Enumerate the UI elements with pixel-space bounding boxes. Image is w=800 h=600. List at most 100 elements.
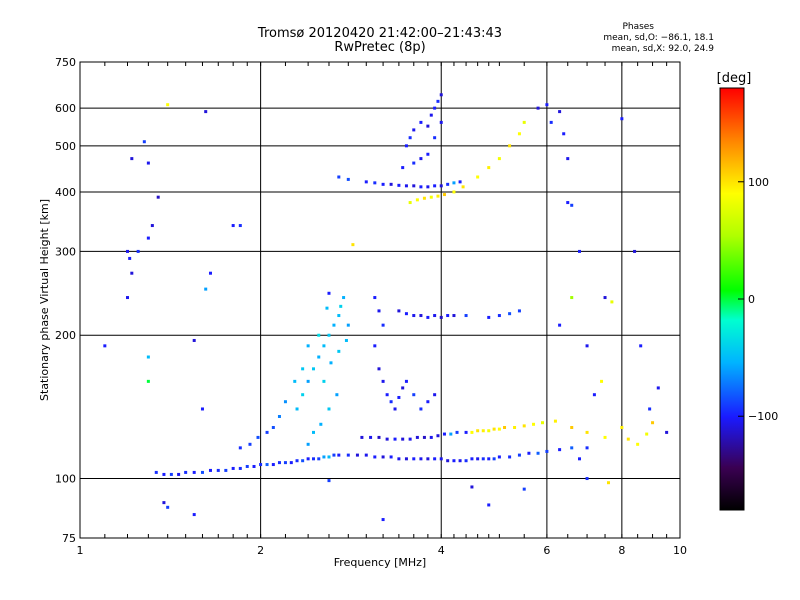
data-point (570, 425, 574, 429)
data-point (162, 472, 166, 476)
data-point (259, 463, 263, 467)
data-point (169, 472, 173, 476)
colorbar-tick-label: 0 (748, 293, 755, 306)
data-point (433, 184, 437, 188)
data-point (265, 430, 269, 434)
data-point (452, 314, 456, 318)
data-point (146, 161, 150, 165)
data-point (327, 479, 331, 483)
data-point (433, 457, 437, 461)
data-point (322, 455, 326, 459)
data-point (317, 355, 321, 359)
data-point (216, 468, 220, 472)
data-point (192, 338, 196, 342)
data-point (295, 459, 299, 463)
data-point (373, 296, 377, 300)
data-point (337, 175, 341, 179)
data-point (327, 333, 331, 337)
data-point (442, 193, 446, 197)
data-point (522, 120, 526, 124)
data-point (426, 315, 430, 319)
data-point (578, 457, 582, 461)
data-point (136, 249, 140, 253)
data-point (265, 463, 269, 467)
data-point (401, 437, 405, 441)
data-point (404, 379, 408, 383)
data-point (481, 457, 485, 461)
data-point (381, 323, 385, 327)
data-point (570, 203, 574, 207)
data-point (412, 161, 416, 165)
data-point (204, 110, 208, 114)
data-point (426, 185, 430, 189)
data-point (419, 157, 423, 161)
data-point (426, 152, 430, 156)
data-point (419, 120, 423, 124)
data-point (513, 425, 517, 429)
data-point (433, 106, 437, 110)
data-point (231, 224, 235, 228)
data-point (470, 430, 474, 434)
data-point (277, 461, 281, 465)
data-point (346, 453, 350, 457)
data-point (346, 177, 350, 181)
x-tick-label: 2 (257, 544, 264, 557)
data-point (389, 400, 393, 404)
colorbar-tick-label: −100 (748, 410, 778, 423)
colorbar-label: [deg] (717, 71, 752, 86)
data-point (154, 470, 158, 474)
data-point (436, 99, 440, 103)
data-point (487, 315, 491, 319)
y-tick-label: 75 (62, 532, 76, 545)
data-point (585, 446, 589, 450)
data-point (452, 459, 456, 463)
data-point (481, 429, 485, 433)
y-tick-label: 400 (55, 186, 76, 199)
data-point (301, 393, 305, 397)
y-tick-label: 100 (55, 473, 76, 486)
data-point (517, 309, 521, 313)
data-point (522, 487, 526, 491)
data-point (541, 421, 545, 425)
data-point (200, 407, 204, 411)
data-point (412, 128, 416, 132)
data-point (549, 120, 553, 124)
data-point (429, 113, 433, 117)
data-point (433, 136, 437, 140)
data-point (238, 446, 242, 450)
data-point (503, 425, 507, 429)
y-axis-label: Stationary phase Virtual Height [km] (38, 199, 51, 401)
data-point (562, 132, 566, 136)
data-point (377, 435, 381, 439)
data-point (442, 432, 446, 436)
data-point (177, 472, 181, 476)
data-point (126, 296, 130, 300)
data-point (373, 181, 377, 185)
data-point (245, 464, 249, 468)
data-point (404, 312, 408, 316)
data-point (436, 434, 440, 438)
data-point (656, 386, 660, 390)
data-point (204, 287, 208, 291)
data-point (166, 505, 170, 509)
data-point (401, 166, 405, 170)
x-tick-label: 6 (543, 544, 550, 557)
data-point (636, 442, 640, 446)
data-point (620, 425, 624, 429)
data-point (419, 457, 423, 461)
data-point (476, 429, 480, 433)
data-point (130, 157, 134, 161)
data-point (337, 453, 341, 457)
data-point (419, 314, 423, 318)
data-point (558, 323, 562, 327)
colorbar-tick-label: 100 (748, 176, 769, 189)
data-point (452, 190, 456, 194)
data-point (130, 271, 134, 275)
data-point (600, 379, 604, 383)
data-point (162, 501, 166, 505)
data-point (283, 461, 287, 465)
data-points (103, 93, 669, 522)
phases-heading: Phases (622, 22, 654, 32)
data-point (397, 457, 401, 461)
data-point (283, 400, 287, 404)
